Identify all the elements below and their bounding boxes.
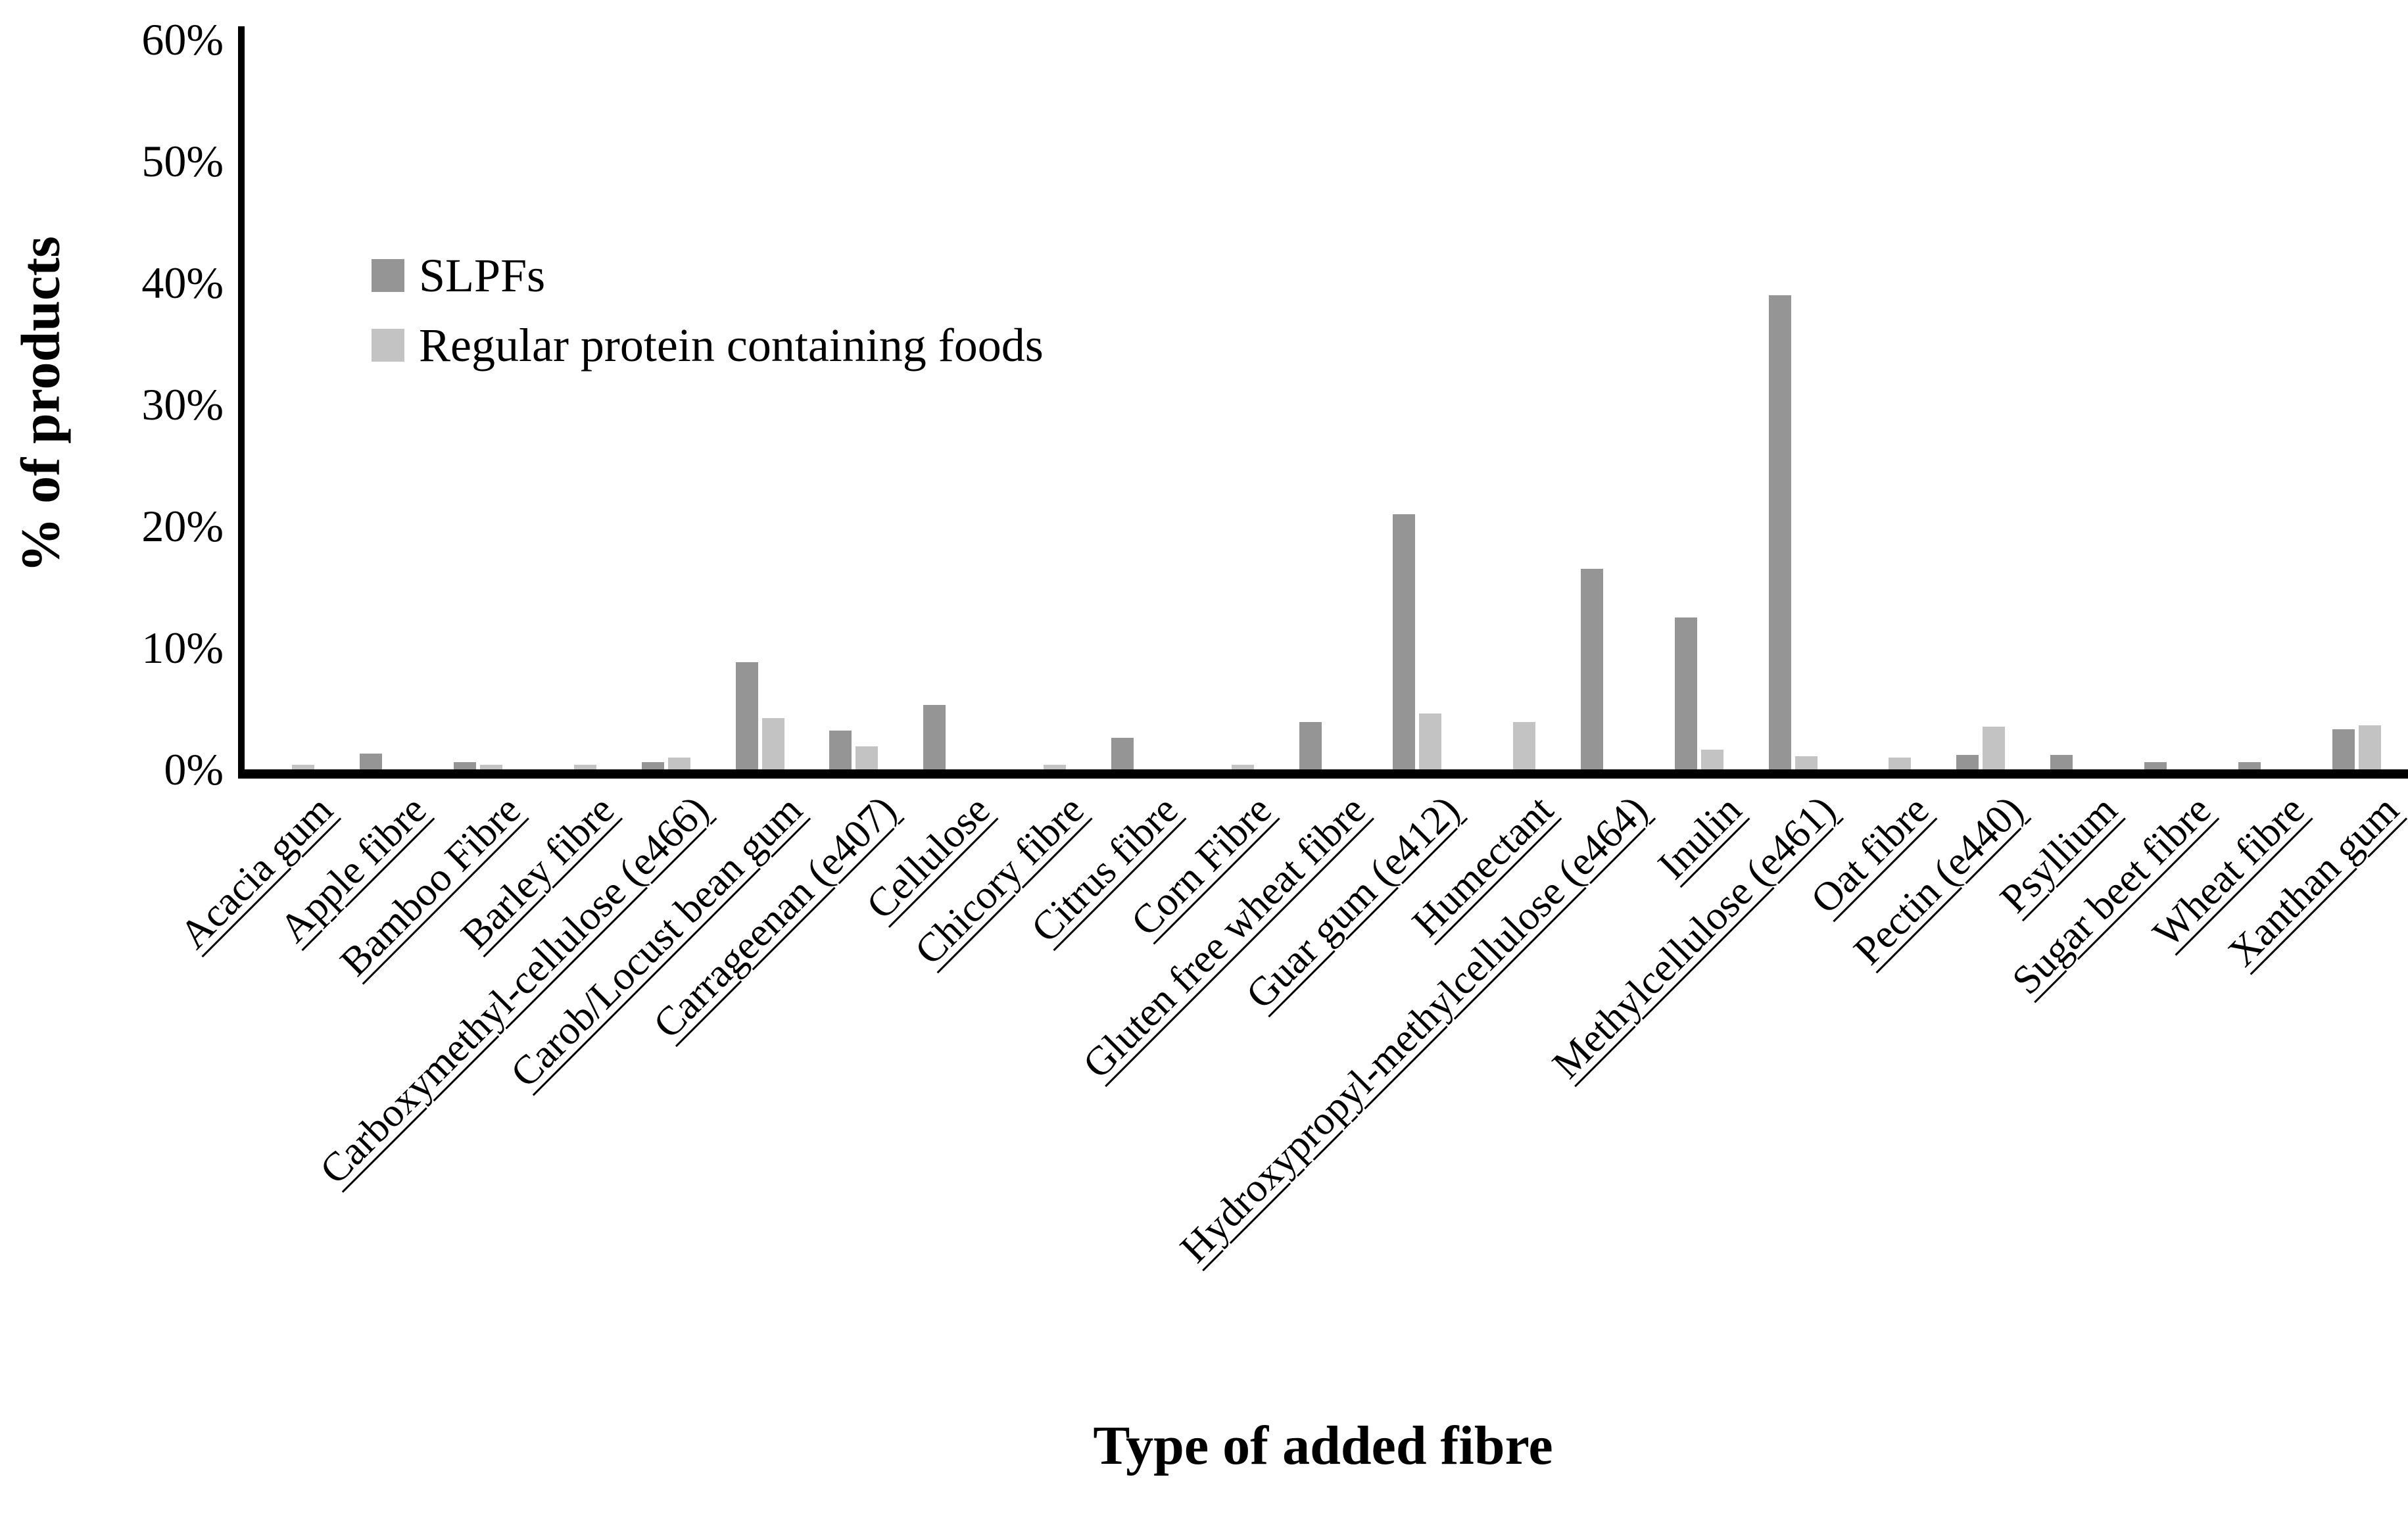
bar-slpfs-pectin-e440 [1956, 754, 1979, 769]
bar-slpfs-sugar-beet-fibre [2144, 761, 2167, 769]
bar-regular-pectin-e440 [1983, 727, 2006, 769]
bar-regular-chicory-fibre [1044, 764, 1067, 769]
bar-slpfs-psyllium [2050, 754, 2073, 769]
bar-regular-humectant [1513, 721, 1536, 769]
y-tick-label-10: 10% [141, 623, 224, 673]
bar-regular-acacia-gum [292, 764, 315, 769]
bar-slpfs-citrus-fibre [1111, 737, 1134, 769]
bar-slpfs-bamboo-fibre [454, 761, 477, 769]
bar-regular-corn-fibre [1231, 764, 1254, 769]
bar-slpfs-guar-gum-e412 [1393, 514, 1416, 769]
legend-label-slpfs: SLPFs [419, 249, 546, 302]
bar-regular-methylcellulose-e461 [1794, 756, 1818, 769]
y-tick-label-20: 20% [141, 501, 224, 551]
x-axis-title: Type of added fibre [1093, 1415, 1553, 1476]
bar-regular-barley-fibre [573, 764, 596, 769]
y-tick-label-30: 30% [141, 379, 224, 429]
bar-slpfs-wheat-fibre [2238, 761, 2261, 769]
y-tick-label-0: 0% [164, 744, 224, 794]
bar-slpfs-methylcellulose-e461 [1768, 295, 1791, 769]
y-axis-line [238, 26, 245, 779]
bar-slpfs-hydroxypropyl-methylcellulose-e464 [1580, 568, 1603, 769]
bar-slpfs-carob-locust-bean-gum [735, 662, 758, 769]
legend: SLPFs Regular protein containing foods [372, 249, 1044, 398]
bar-regular-carrageenan-e407 [855, 746, 879, 769]
bar-slpfs-inulin [1674, 617, 1697, 769]
legend-swatch-slpfs [372, 259, 404, 292]
x-axis-line [238, 769, 2408, 779]
legend-label-regular: Regular protein containing foods [419, 319, 1044, 372]
bar-regular-carboxymethyl-cellulose-e466 [667, 757, 690, 769]
y-tick-label-50: 50% [141, 136, 224, 186]
bar-regular-xanthan-gum [2358, 725, 2381, 769]
bar-slpfs-cellulose [923, 704, 946, 769]
bar-slpfs-carrageenan-e407 [829, 730, 852, 769]
bar-regular-carob-locust-bean-gum [761, 718, 784, 769]
legend-item-slpfs: SLPFs [372, 249, 1044, 302]
bar-regular-guar-gum-e412 [1419, 713, 1442, 769]
bar-slpfs-gluten-free-wheat-fibre [1299, 721, 1322, 769]
bar-regular-inulin [1700, 750, 1723, 769]
bar-slpfs-apple-fibre [360, 753, 383, 769]
y-tick-label-60: 60% [141, 14, 224, 64]
y-tick-label-40: 40% [141, 258, 224, 308]
bar-regular-oat-fibre [1889, 757, 1912, 769]
legend-swatch-regular [372, 329, 404, 362]
bar-slpfs-xanthan-gum [2332, 729, 2355, 769]
bar-regular-bamboo-fibre [480, 764, 503, 769]
bar-slpfs-carboxymethyl-cellulose-e466 [641, 761, 664, 769]
legend-item-regular: Regular protein containing foods [372, 319, 1044, 372]
